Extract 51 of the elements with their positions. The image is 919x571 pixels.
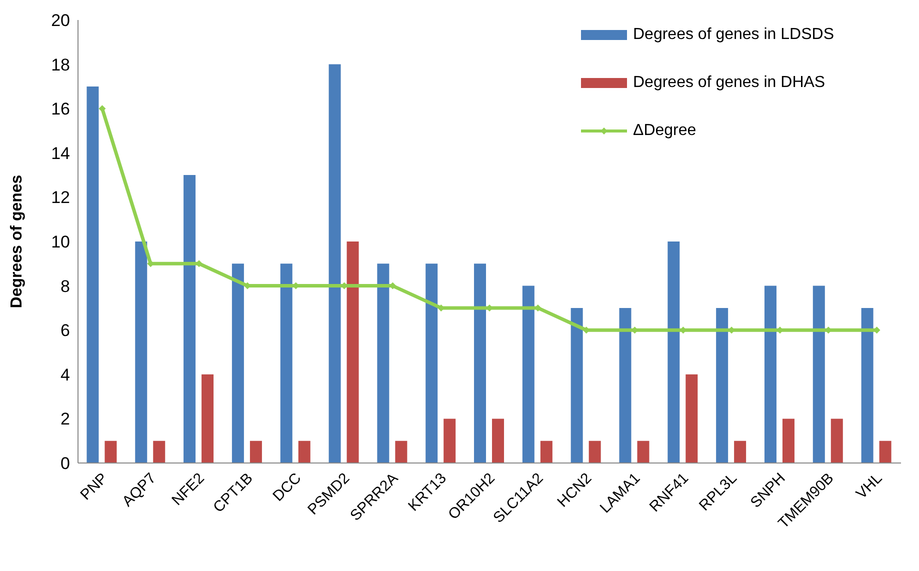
bar — [764, 286, 776, 463]
bar — [280, 264, 292, 463]
bar — [184, 175, 196, 463]
y-tick-label: 20 — [51, 11, 70, 30]
bar — [135, 242, 148, 463]
bar — [830, 418, 843, 463]
bar — [879, 440, 892, 463]
y-tick-label: 6 — [60, 321, 70, 340]
legend-label: ΔDegree — [633, 122, 696, 140]
y-tick-label: 12 — [51, 188, 70, 208]
legend-label: Degrees of genes in DHAS — [633, 74, 826, 92]
bar — [250, 440, 262, 463]
bar — [86, 86, 99, 463]
y-tick-label: 10 — [51, 232, 70, 252]
bar — [395, 440, 408, 463]
y-axis-title: Degrees of genes — [8, 174, 26, 308]
bar — [570, 308, 583, 463]
y-tick-label: 4 — [60, 365, 70, 384]
point — [98, 105, 106, 112]
y-tick-label: 18 — [51, 55, 70, 74]
bar — [444, 418, 456, 463]
bar — [540, 440, 552, 463]
y-tick-label: 0 — [60, 454, 70, 474]
bar — [716, 308, 728, 463]
bar — [734, 440, 746, 463]
legend-label: Degrees of genes in LDSDS — [633, 26, 834, 44]
x-tick-label: VHL — [852, 470, 886, 502]
bar — [619, 308, 632, 463]
y-tick-label: 2 — [60, 410, 70, 429]
bar — [202, 374, 214, 463]
bar — [588, 440, 601, 463]
bar — [298, 440, 310, 463]
bar — [474, 264, 486, 463]
bar — [232, 264, 244, 463]
bar — [426, 264, 438, 463]
bar — [686, 374, 698, 463]
bar — [328, 64, 341, 463]
bar — [812, 286, 825, 463]
bar — [104, 440, 117, 463]
y-tick-label: 16 — [51, 100, 70, 119]
bar — [492, 418, 504, 463]
bar — [782, 418, 794, 463]
y-tick-label: 14 — [51, 144, 70, 163]
y-tick-label: 8 — [60, 276, 70, 296]
bar — [346, 242, 359, 463]
bar — [377, 264, 390, 463]
bar — [637, 440, 650, 463]
bar — [861, 308, 874, 463]
bar — [668, 242, 680, 463]
bar — [522, 286, 534, 463]
bar — [153, 440, 166, 463]
